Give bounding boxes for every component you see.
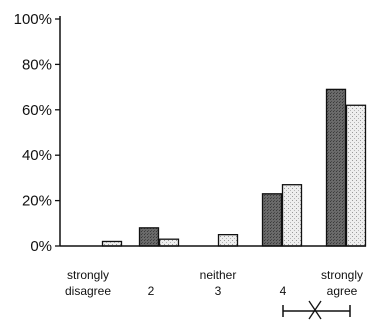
bar-series-1-4 xyxy=(261,193,283,247)
bar-series-1-5 xyxy=(325,88,347,247)
bar-series-1-2 xyxy=(138,227,160,247)
x-category-label: strongly xyxy=(67,268,109,282)
x-category-label: 3 xyxy=(215,284,222,298)
y-axis-ticks: 0% 20% 40% 60% 80% 100% xyxy=(14,11,60,255)
x-category-label: strongly xyxy=(321,268,363,282)
y-tick-label: 80% xyxy=(22,56,52,73)
x-axis-labels: strongly disagree 2 neither 3 4 strongly agree xyxy=(65,268,363,298)
y-tick-label: 20% xyxy=(22,193,52,210)
y-tick-label: 40% xyxy=(22,147,52,164)
error-bar-annotation xyxy=(282,300,351,320)
bar-series-2-3 xyxy=(217,233,239,247)
x-category-label: disagree xyxy=(65,284,111,298)
y-tick-label: 0% xyxy=(30,238,52,255)
bar-series-2-5 xyxy=(345,104,367,247)
bar-series-2-4 xyxy=(281,184,303,247)
axes xyxy=(59,16,366,247)
y-tick-label: 60% xyxy=(22,102,52,119)
bar-series-2-2 xyxy=(158,238,180,247)
x-category-label: neither xyxy=(200,268,237,282)
y-tick-label: 100% xyxy=(14,11,52,28)
bars xyxy=(101,88,367,247)
x-category-label: 2 xyxy=(148,284,155,298)
error-bar-cross-b xyxy=(308,300,322,320)
x-category-label: 4 xyxy=(280,284,287,298)
x-category-label: agree xyxy=(327,284,358,298)
